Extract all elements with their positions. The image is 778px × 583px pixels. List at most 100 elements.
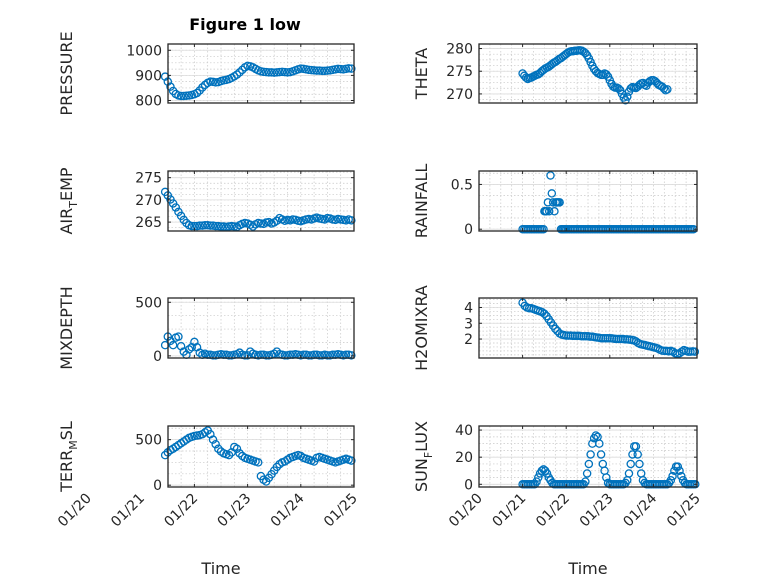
data-point [224,351,234,360]
y-tick-label: 265 [135,215,162,231]
data-point [195,348,204,357]
data-point [633,450,642,459]
plot-area [479,171,697,231]
data-point [211,439,220,449]
data-point [304,65,314,75]
data-point [206,77,215,86]
data-point [534,473,543,482]
data-point [598,70,608,80]
series-markers [160,187,356,232]
subplot-h2omixra: 234 H2OMIXRA [412,285,700,371]
data-point [315,66,324,75]
data-point [312,66,322,75]
data-point [206,221,215,230]
data-point [544,207,554,216]
data-point [659,84,669,93]
series-markers [160,426,356,486]
data-point [275,67,284,77]
data-point [280,351,290,360]
y-tick-label: 40 [455,423,473,439]
y-tick-label: 2 [464,332,473,348]
data-point [540,309,549,319]
subplot-theta: 270 275 280 THETA [412,42,698,105]
data-point [673,462,683,471]
data-point [235,68,244,77]
data-point [333,64,343,74]
data-point [547,189,557,198]
x-tick-label: 01/24 [268,490,308,530]
data-point [551,324,560,334]
data-point [208,435,218,444]
data-point [261,67,271,77]
data-point [280,67,290,77]
data-point [668,471,677,481]
data-point [171,203,181,212]
x-tick-label: 01/20 [55,491,95,531]
data-point [677,347,686,356]
series-markers [160,61,356,101]
x-tick-label: 01/23 [577,491,617,531]
data-point [232,70,242,79]
y-tick-label: 0 [153,349,162,365]
axes-box [167,425,355,488]
subplot-air-temp: 265 270 275 AIRTEMP [57,167,356,235]
y-axis-label: PRESSURE [57,31,76,115]
data-point [582,469,592,478]
subplot-rainfall: 0 0.5 RAINFALL [412,164,698,239]
data-point [323,66,332,75]
data-point [320,66,329,76]
data-point [272,462,282,472]
y-axis-label: RAINFALL [412,164,431,239]
data-point [160,340,170,350]
data-point [211,78,220,87]
y-tick-label: 4 [464,300,473,316]
y-axis-label: MIXDEPTH [57,286,76,369]
data-point [666,475,676,485]
y-tick-label: 275 [135,171,162,187]
subplot-sun-flux: 0 20 40 01/20 01/21 01/22 01/23 01/24 01/25 Time S… [412,421,704,578]
data-point [238,65,247,75]
y-tick-label: 270 [135,193,162,209]
data-point [690,347,700,356]
series-markers [518,298,700,359]
data-point [253,458,263,467]
data-point [296,64,306,73]
data-point [626,459,635,469]
data-point [315,351,324,360]
series-markers [518,171,698,234]
data-point [208,351,218,360]
data-point [628,450,637,459]
data-point [160,450,170,460]
x-tick-label: 01/20 [446,491,486,531]
data-point [264,68,274,77]
grid [478,298,698,358]
x-tick-label: 01/23 [215,491,255,531]
axes-box [478,43,698,104]
data-point [272,216,282,226]
data-point [174,332,183,341]
data-point [631,442,641,451]
y-tick-label: 3 [464,316,473,332]
x-tick-label: 01/25 [664,491,704,531]
y-tick-label: 0 [464,222,473,238]
data-point [347,64,356,73]
data-point [232,444,242,454]
y-tick-label: 280 [446,42,473,58]
data-point [602,473,611,482]
data-point [596,450,606,459]
data-point [631,337,641,346]
data-point [198,83,207,92]
y-tick-label: 800 [135,93,162,109]
data-point [307,65,316,75]
y-tick-label: 0 [153,478,162,494]
data-point [168,340,178,350]
series-markers [518,431,700,489]
y-axis-label: THETA [412,48,431,100]
figure-title: Figure 1 low [189,15,301,34]
subplot-terr-msl: 0 500 01/20 01/21 01/22 01/23 01/24 01/25 Time TE… [55,421,361,578]
x-axis-label: Time [567,559,607,578]
data-point [277,67,287,77]
data-point [550,207,559,216]
data-point [691,480,700,489]
